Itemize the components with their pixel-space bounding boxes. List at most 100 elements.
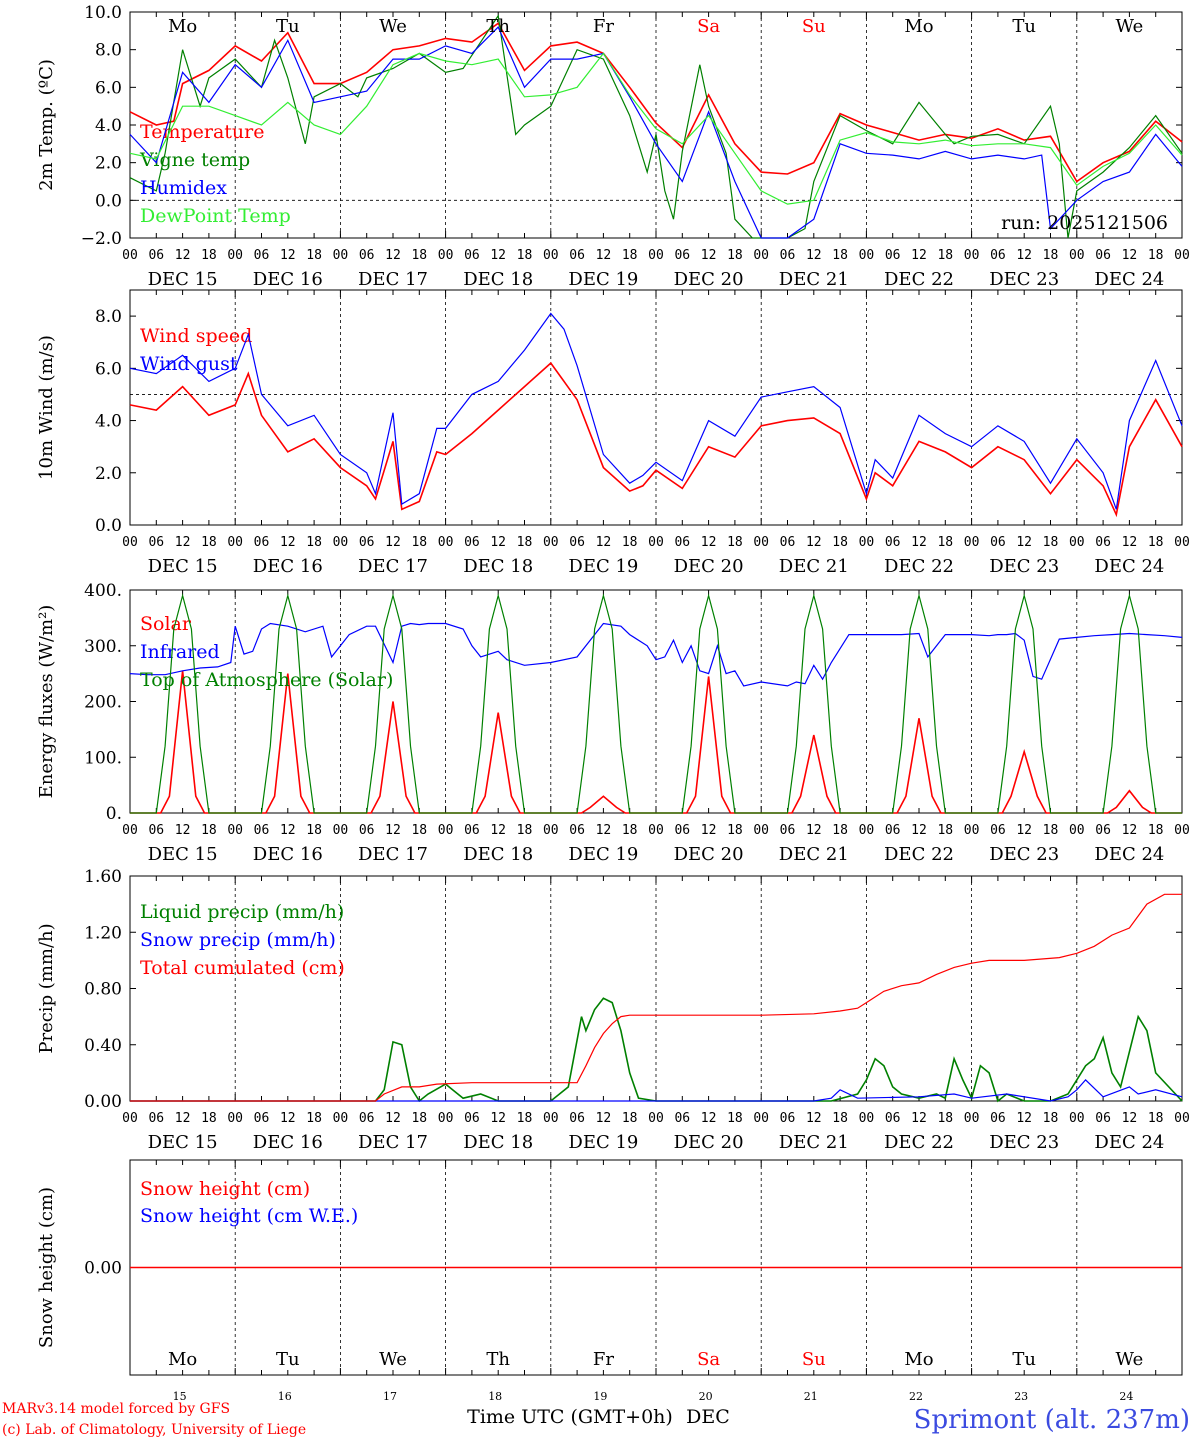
hour-label: 12	[1122, 248, 1138, 263]
hour-label: 18	[517, 248, 533, 263]
date-label: DEC 19	[568, 556, 638, 577]
y-tick-label: 300.	[84, 637, 122, 657]
hour-label: 00	[122, 248, 138, 263]
hour-label: 06	[990, 535, 1006, 550]
date-label: DEC 18	[463, 844, 533, 865]
series-line-temperature	[129, 22, 1183, 183]
hour-label: 06	[148, 1111, 164, 1126]
y-tick-label: 4.0	[95, 116, 122, 136]
date-label: DEC 17	[358, 556, 428, 577]
hour-label: 06	[359, 1111, 375, 1126]
credit-line-1: MARv3.14 model forced by GFS	[2, 1401, 230, 1417]
day-number-label: 18	[488, 1390, 502, 1403]
weekday-label: Th	[486, 1349, 510, 1370]
hour-label: 18	[832, 1111, 848, 1126]
hour-label: 00	[1069, 248, 1085, 263]
hour-label: 06	[569, 248, 585, 263]
y-tick-label: 10.0	[84, 3, 122, 23]
credit-line-2: (c) Lab. of Climatology, University of L…	[2, 1422, 306, 1438]
hour-label: 12	[1122, 1111, 1138, 1126]
hour-label: 06	[674, 535, 690, 550]
legend-entry: Vigne temp	[139, 149, 250, 171]
hour-label: 06	[780, 248, 796, 263]
hour-label: 12	[490, 1111, 506, 1126]
weekday-label: Fr	[593, 1349, 614, 1370]
hour-label: 12	[385, 535, 401, 550]
day-number-label: 20	[699, 1390, 713, 1403]
hour-label: 06	[780, 1111, 796, 1126]
y-tick-label: 400.	[84, 581, 122, 601]
y-tick-label: 200.	[84, 693, 122, 713]
hour-label: 18	[1043, 535, 1059, 550]
series-line-total-cumulated-cm-	[130, 893, 1182, 1102]
hour-label: 18	[201, 823, 217, 838]
weekday-label: Su	[802, 1349, 826, 1370]
hour-label: 06	[569, 823, 585, 838]
hour-label: 12	[175, 248, 191, 263]
hour-label: 00	[227, 248, 243, 263]
date-label: DEC 20	[674, 269, 744, 290]
hour-label: 06	[1095, 248, 1111, 263]
hour-label: 18	[1043, 1111, 1059, 1126]
y-axis-label: 2m Temp. (ºC)	[36, 59, 57, 191]
hour-label: 00	[333, 1111, 349, 1126]
hour-label: 12	[596, 248, 612, 263]
hour-label: 18	[937, 823, 953, 838]
hour-label: 06	[674, 248, 690, 263]
hour-label: 06	[569, 535, 585, 550]
weekday-label: Sa	[697, 1349, 720, 1370]
panel-2: 8.0 6.0 4.0 2.0 0.0 10m Wind (m/s) Wind speed W…	[36, 289, 1190, 577]
legend-entry: Top of Atmosphere (Solar)	[140, 669, 393, 691]
legend-entry: Humidex	[140, 177, 227, 199]
date-label: DEC 23	[989, 556, 1059, 577]
hour-label: 18	[201, 1111, 217, 1126]
hour-label: 18	[622, 248, 638, 263]
legend-entry: Wind speed	[140, 325, 252, 347]
hour-label: 12	[701, 535, 717, 550]
date-label: DEC 22	[884, 1132, 954, 1153]
y-tick-label: 100.	[84, 748, 122, 768]
hour-label: 18	[306, 1111, 322, 1126]
hour-label: 06	[990, 248, 1006, 263]
hour-label: 06	[464, 248, 480, 263]
series-line-snow-precip-mm-h-	[130, 1079, 1183, 1102]
date-label: DEC 15	[148, 556, 218, 577]
date-label: DEC 16	[253, 1132, 323, 1153]
hour-label: 06	[148, 823, 164, 838]
hour-label: 18	[937, 248, 953, 263]
legend-entry: Snow height (cm)	[140, 1178, 310, 1200]
day-number-label: 23	[1014, 1390, 1028, 1403]
station-label: Sprimont (alt. 237m)	[914, 1405, 1190, 1435]
y-tick-label: 1.60	[84, 867, 122, 887]
hour-label: 12	[596, 535, 612, 550]
hour-label: 18	[411, 823, 427, 838]
hour-label: 12	[911, 1111, 927, 1126]
hour-label: 12	[1122, 535, 1138, 550]
date-label: DEC 18	[463, 556, 533, 577]
y-tick-label: 0.0	[95, 516, 122, 536]
date-label: DEC 16	[253, 844, 323, 865]
hour-label: 00	[964, 248, 980, 263]
hour-label: 06	[885, 248, 901, 263]
y-tick-label: 8.0	[95, 307, 122, 327]
panel-4: 1.60 1.20 0.80 0.40 0.00 Precip (mm/h) Liquid …	[36, 867, 1190, 1153]
date-label: DEC 22	[884, 844, 954, 865]
hour-label: 06	[780, 823, 796, 838]
hour-label: 12	[280, 823, 296, 838]
day-number-label: 17	[383, 1390, 397, 1403]
hour-label: 12	[806, 1111, 822, 1126]
hour-label: 06	[359, 823, 375, 838]
hour-label: 06	[674, 1111, 690, 1126]
hour-label: 00	[648, 1111, 664, 1126]
legend-entry: Temperature	[140, 121, 264, 143]
hour-label: 00	[1174, 823, 1190, 838]
hour-label: 00	[227, 1111, 243, 1126]
hour-label: 00	[648, 248, 664, 263]
date-label: DEC 23	[989, 844, 1059, 865]
weekday-label: We	[379, 16, 407, 37]
y-axis-label: 10m Wind (m/s)	[36, 335, 57, 480]
hour-label: 00	[333, 823, 349, 838]
series-line-vigne-temp	[129, 14, 1183, 239]
hour-label: 18	[411, 1111, 427, 1126]
